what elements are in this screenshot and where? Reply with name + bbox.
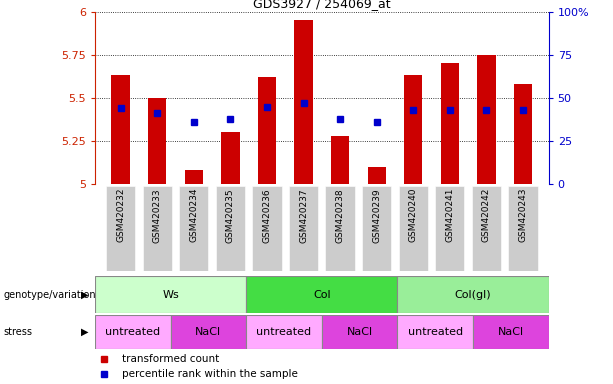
Bar [397, 315, 473, 349]
Bar [326, 186, 355, 271]
Text: GSM420236: GSM420236 [262, 188, 272, 243]
Bar [216, 186, 245, 271]
Text: Col: Col [313, 290, 330, 300]
Text: GSM420242: GSM420242 [482, 188, 491, 242]
Text: GSM420232: GSM420232 [116, 188, 125, 242]
Bar [473, 315, 549, 349]
Bar [170, 315, 246, 349]
Bar [435, 186, 465, 271]
Text: GSM420243: GSM420243 [519, 188, 528, 242]
Bar [322, 315, 397, 349]
Text: GSM420240: GSM420240 [409, 188, 418, 242]
Text: untreated: untreated [105, 327, 161, 337]
Bar [106, 186, 135, 271]
Text: stress: stress [3, 327, 32, 337]
Bar [362, 186, 391, 271]
Bar [253, 186, 281, 271]
Bar [185, 170, 203, 184]
Bar [246, 315, 322, 349]
Bar [148, 98, 166, 184]
Text: Col(gl): Col(gl) [455, 290, 492, 300]
Bar [294, 20, 313, 184]
Title: GDS3927 / 254069_at: GDS3927 / 254069_at [253, 0, 390, 10]
Text: untreated: untreated [256, 327, 311, 337]
Text: ▶: ▶ [82, 290, 89, 300]
Text: GSM420234: GSM420234 [189, 188, 198, 242]
Text: transformed count: transformed count [122, 354, 219, 364]
Bar [95, 276, 246, 313]
Bar [179, 186, 208, 271]
Bar [441, 63, 459, 184]
Bar [404, 75, 422, 184]
Bar [398, 186, 428, 271]
Bar [397, 276, 549, 313]
Text: GSM420233: GSM420233 [153, 188, 162, 243]
Text: genotype/variation: genotype/variation [3, 290, 96, 300]
Bar [258, 77, 276, 184]
Bar [112, 75, 130, 184]
Bar [289, 186, 318, 271]
Text: NaCl: NaCl [346, 327, 373, 337]
Bar [508, 186, 538, 271]
Text: GSM420237: GSM420237 [299, 188, 308, 243]
Bar [472, 186, 501, 271]
Bar [143, 186, 172, 271]
Text: NaCl: NaCl [196, 327, 221, 337]
Text: ▶: ▶ [82, 327, 89, 337]
Text: GSM420238: GSM420238 [335, 188, 345, 243]
Text: GSM420241: GSM420241 [446, 188, 454, 242]
Bar [514, 84, 532, 184]
Bar [368, 167, 386, 184]
Bar [246, 276, 397, 313]
Text: Ws: Ws [162, 290, 179, 300]
Text: percentile rank within the sample: percentile rank within the sample [122, 369, 298, 379]
Text: NaCl: NaCl [498, 327, 524, 337]
Text: GSM420239: GSM420239 [372, 188, 381, 243]
Bar [95, 315, 170, 349]
Bar [331, 136, 349, 184]
Text: GSM420235: GSM420235 [226, 188, 235, 243]
Bar [478, 55, 495, 184]
Bar [221, 132, 240, 184]
Text: untreated: untreated [408, 327, 463, 337]
